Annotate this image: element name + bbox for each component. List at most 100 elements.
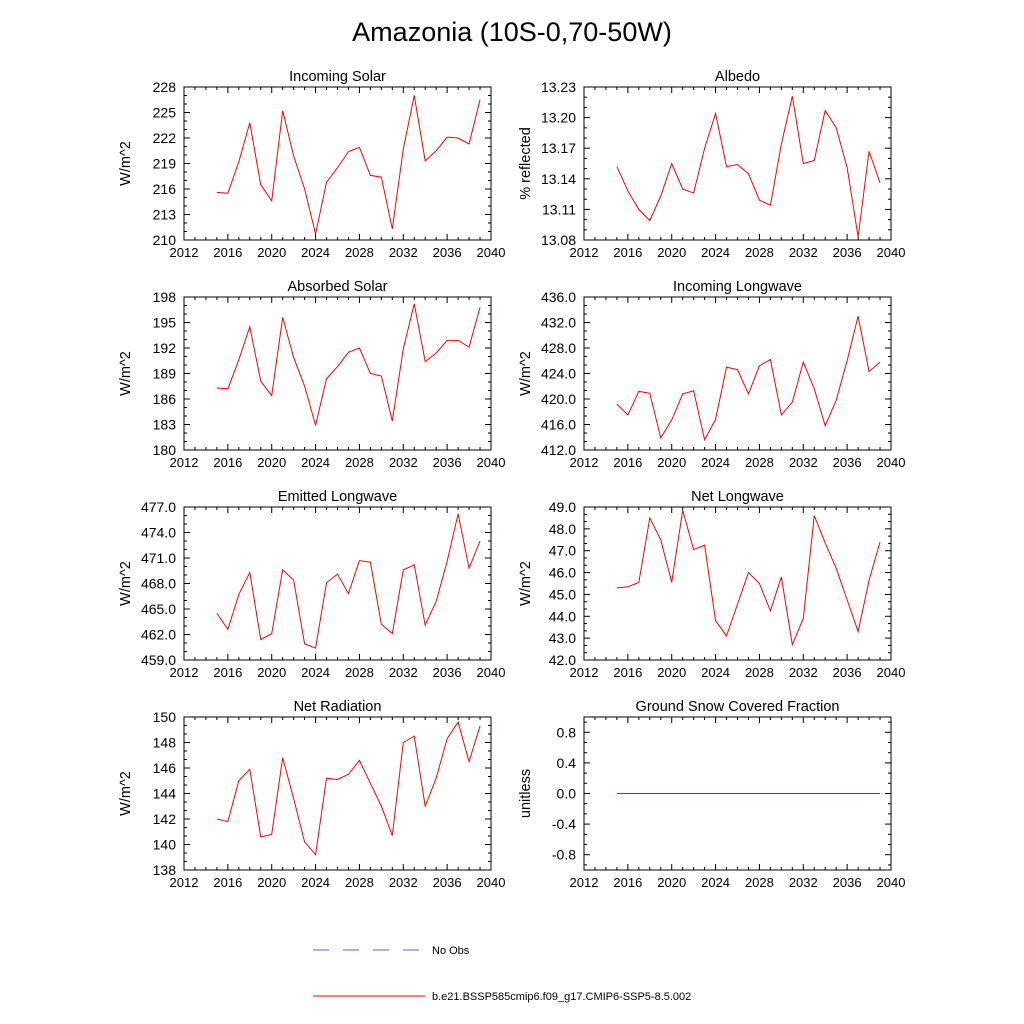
x-tick-label: 2040: [477, 245, 506, 260]
x-tick-label: 2020: [257, 245, 286, 260]
x-tick-label: 2032: [389, 245, 418, 260]
x-tick-label: 2012: [170, 875, 199, 890]
x-tick-label: 2020: [257, 455, 286, 470]
y-tick-label: 43.0: [549, 630, 576, 646]
y-tick-label: 210: [153, 232, 177, 248]
y-tick-label: 148: [153, 735, 177, 751]
x-tick-label: 2036: [433, 245, 462, 260]
y-tick-label: 0.0: [557, 786, 577, 802]
legend-obs-label: No Obs: [432, 945, 470, 957]
x-tick-label: 2040: [477, 665, 506, 680]
y-tick-label: 216: [153, 181, 177, 197]
x-tick-label: 2016: [213, 455, 242, 470]
x-tick-label: 2036: [433, 875, 462, 890]
x-tick-label: 2016: [213, 245, 242, 260]
y-axis-label: W/m^2: [118, 561, 134, 606]
x-tick-label: 2036: [833, 455, 862, 470]
x-tick-label: 2040: [877, 245, 906, 260]
y-tick-label: 146: [153, 760, 177, 776]
x-tick-label: 2016: [213, 665, 242, 680]
x-tick-label: 2012: [570, 245, 599, 260]
y-axis-label: W/m^2: [518, 351, 534, 396]
x-tick-label: 2040: [877, 665, 906, 680]
y-tick-label: 462.0: [141, 627, 176, 643]
x-tick-label: 2020: [657, 455, 686, 470]
x-tick-label: 2028: [745, 665, 774, 680]
y-axis-label: W/m^2: [118, 771, 134, 816]
chart-panel: Emitted Longwave W/m^2 2012 2016 2020 2024 202…: [118, 489, 505, 680]
y-tick-label: 144: [153, 786, 177, 802]
y-tick-label: 471.0: [141, 550, 176, 566]
x-tick-label: 2024: [301, 455, 330, 470]
y-tick-label: 412.0: [541, 442, 576, 458]
panels: Incoming Solar W/m^2 2012 2016 2020 2024 2028 2…: [118, 69, 905, 890]
panel-title: Ground Snow Covered Fraction: [636, 699, 840, 715]
panel-title: Absorbed Solar: [288, 279, 388, 295]
x-tick-label: 2024: [301, 665, 330, 680]
y-tick-label: 459.0: [141, 652, 176, 668]
y-tick-label: 424.0: [541, 366, 576, 382]
y-axis-label: W/m^2: [518, 561, 534, 606]
x-tick-label: 2020: [257, 875, 286, 890]
y-tick-label: 13.20: [541, 110, 576, 126]
chart-panel: Albedo % reflected 2012 2016 2020 2024 2028 203…: [518, 69, 905, 260]
y-tick-label: 46.0: [549, 565, 576, 581]
x-tick-label: 2024: [301, 245, 330, 260]
y-tick-label: 213: [153, 207, 177, 223]
y-tick-label: 477.0: [141, 499, 176, 515]
y-tick-label: 465.0: [141, 601, 176, 617]
panel-title: Albedo: [715, 69, 760, 85]
y-tick-label: 432.0: [541, 315, 576, 331]
y-tick-label: -0.8: [552, 847, 576, 863]
x-tick-label: 2016: [613, 665, 642, 680]
y-axis-label: W/m^2: [118, 141, 134, 186]
legend-model-label: b.e21.BSSP585cmip6.f09_g17.CMIP6-SSP5-8.…: [432, 991, 691, 1003]
x-tick-label: 2012: [570, 455, 599, 470]
chart-panel: Absorbed Solar W/m^2 2012 2016 2020 2024 2028 2…: [118, 279, 505, 470]
y-tick-label: 228: [153, 79, 177, 95]
x-tick-label: 2024: [701, 245, 730, 260]
x-tick-label: 2028: [345, 245, 374, 260]
x-tick-label: 2028: [745, 875, 774, 890]
y-tick-label: 192: [153, 340, 177, 356]
x-tick-label: 2028: [745, 455, 774, 470]
x-tick-label: 2028: [345, 665, 374, 680]
x-tick-label: 2036: [833, 245, 862, 260]
y-tick-label: 474.0: [141, 525, 176, 541]
y-tick-label: 13.23: [541, 79, 576, 95]
y-tick-label: 13.17: [541, 140, 576, 156]
chart-panel: Net Longwave W/m^2 2012 2016 2020 2024 2028 203…: [518, 489, 905, 680]
x-tick-label: 2016: [613, 455, 642, 470]
y-tick-label: 42.0: [549, 652, 576, 668]
x-tick-label: 2028: [345, 875, 374, 890]
y-tick-label: 13.11: [542, 201, 576, 217]
x-tick-label: 2032: [389, 455, 418, 470]
y-tick-label: 436.0: [541, 289, 576, 305]
y-tick-label: 48.0: [549, 521, 576, 537]
x-tick-label: 2040: [877, 875, 906, 890]
y-tick-label: 47.0: [549, 543, 576, 559]
y-tick-label: 0.4: [557, 755, 577, 771]
x-tick-label: 2024: [701, 455, 730, 470]
x-tick-label: 2024: [701, 665, 730, 680]
x-tick-label: 2020: [657, 245, 686, 260]
y-axis-label: unitless: [518, 769, 534, 818]
y-tick-label: 180: [153, 442, 177, 458]
y-tick-label: 49.0: [549, 499, 576, 515]
x-tick-label: 2032: [789, 875, 818, 890]
y-tick-label: 416.0: [541, 417, 576, 433]
x-tick-label: 2024: [301, 875, 330, 890]
panel-title: Incoming Solar: [289, 69, 386, 85]
chart-panel: Ground Snow Covered Fraction unitless 2012…: [518, 699, 905, 890]
x-tick-label: 2040: [877, 455, 906, 470]
x-tick-label: 2016: [213, 875, 242, 890]
y-tick-label: 13.08: [541, 232, 576, 248]
x-tick-label: 2012: [570, 875, 599, 890]
x-tick-label: 2036: [833, 875, 862, 890]
y-tick-label: 219: [153, 156, 177, 172]
x-tick-label: 2028: [745, 245, 774, 260]
y-tick-label: 195: [153, 315, 177, 331]
y-tick-label: 420.0: [541, 391, 576, 407]
